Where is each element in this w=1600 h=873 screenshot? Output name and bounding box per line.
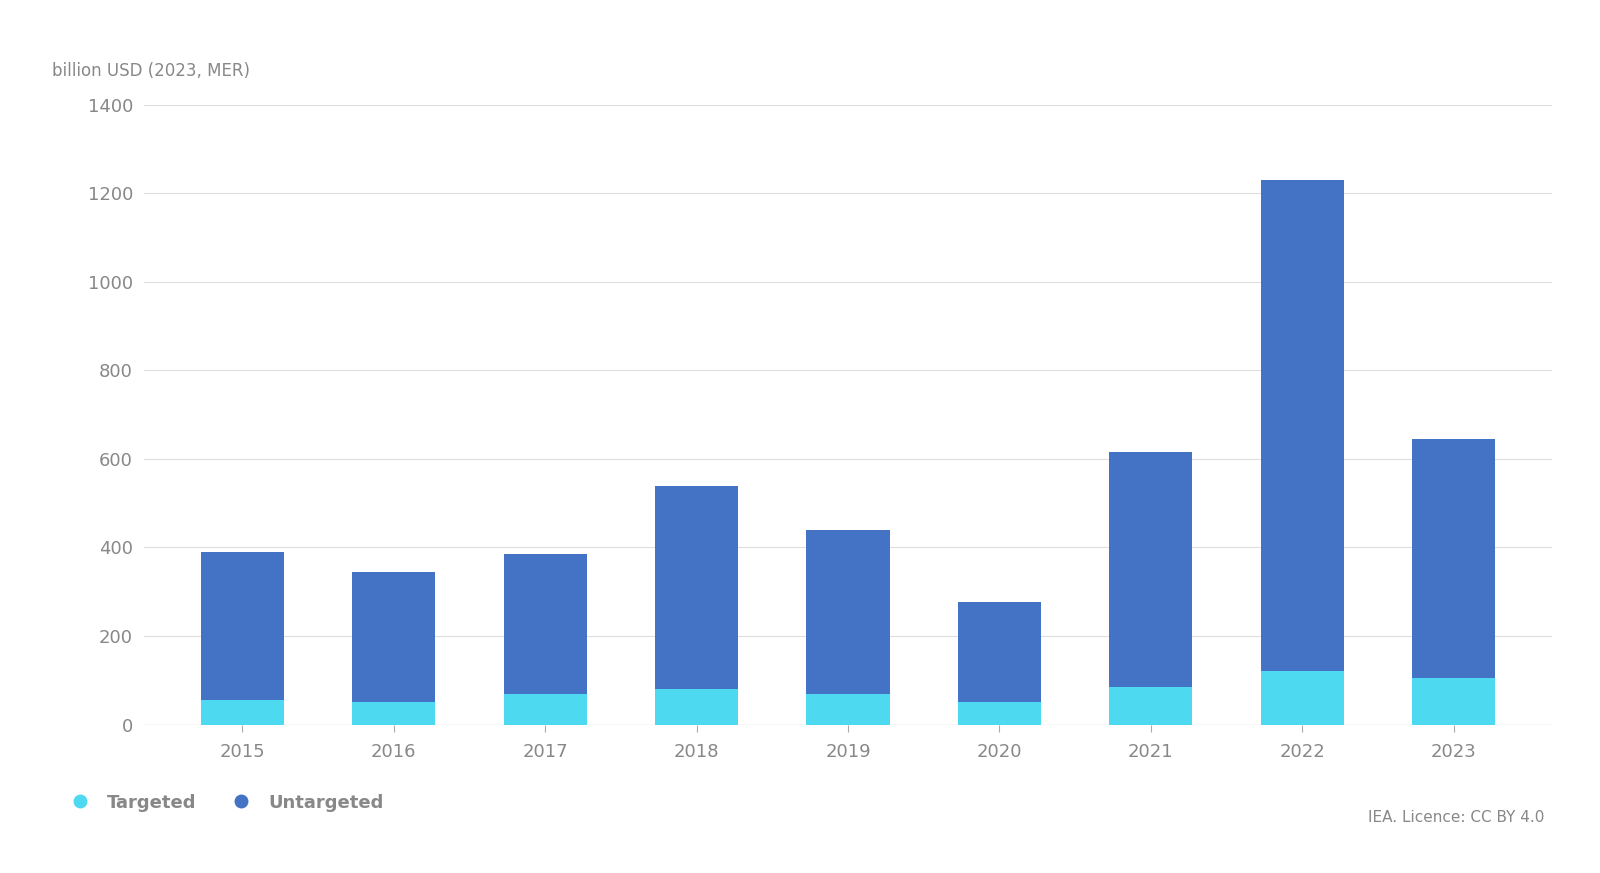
Bar: [352, 703, 435, 725]
Bar: [200, 552, 285, 700]
Bar: [1411, 678, 1496, 725]
Bar: [654, 689, 738, 725]
Bar: [654, 485, 738, 689]
Bar: [504, 693, 587, 725]
Bar: [1261, 180, 1344, 671]
Bar: [1109, 687, 1192, 725]
Bar: [806, 530, 890, 693]
Text: IEA. Licence: CC BY 4.0: IEA. Licence: CC BY 4.0: [1368, 810, 1544, 825]
Bar: [352, 572, 435, 703]
Bar: [200, 700, 285, 725]
Bar: [958, 703, 1042, 725]
Bar: [958, 601, 1042, 703]
Bar: [504, 554, 587, 693]
Bar: [806, 693, 890, 725]
Bar: [1411, 439, 1496, 678]
Bar: [1109, 452, 1192, 687]
Legend: Targeted, Untargeted: Targeted, Untargeted: [61, 794, 384, 812]
Text: billion USD (2023, MER): billion USD (2023, MER): [53, 62, 251, 80]
Bar: [1261, 671, 1344, 725]
